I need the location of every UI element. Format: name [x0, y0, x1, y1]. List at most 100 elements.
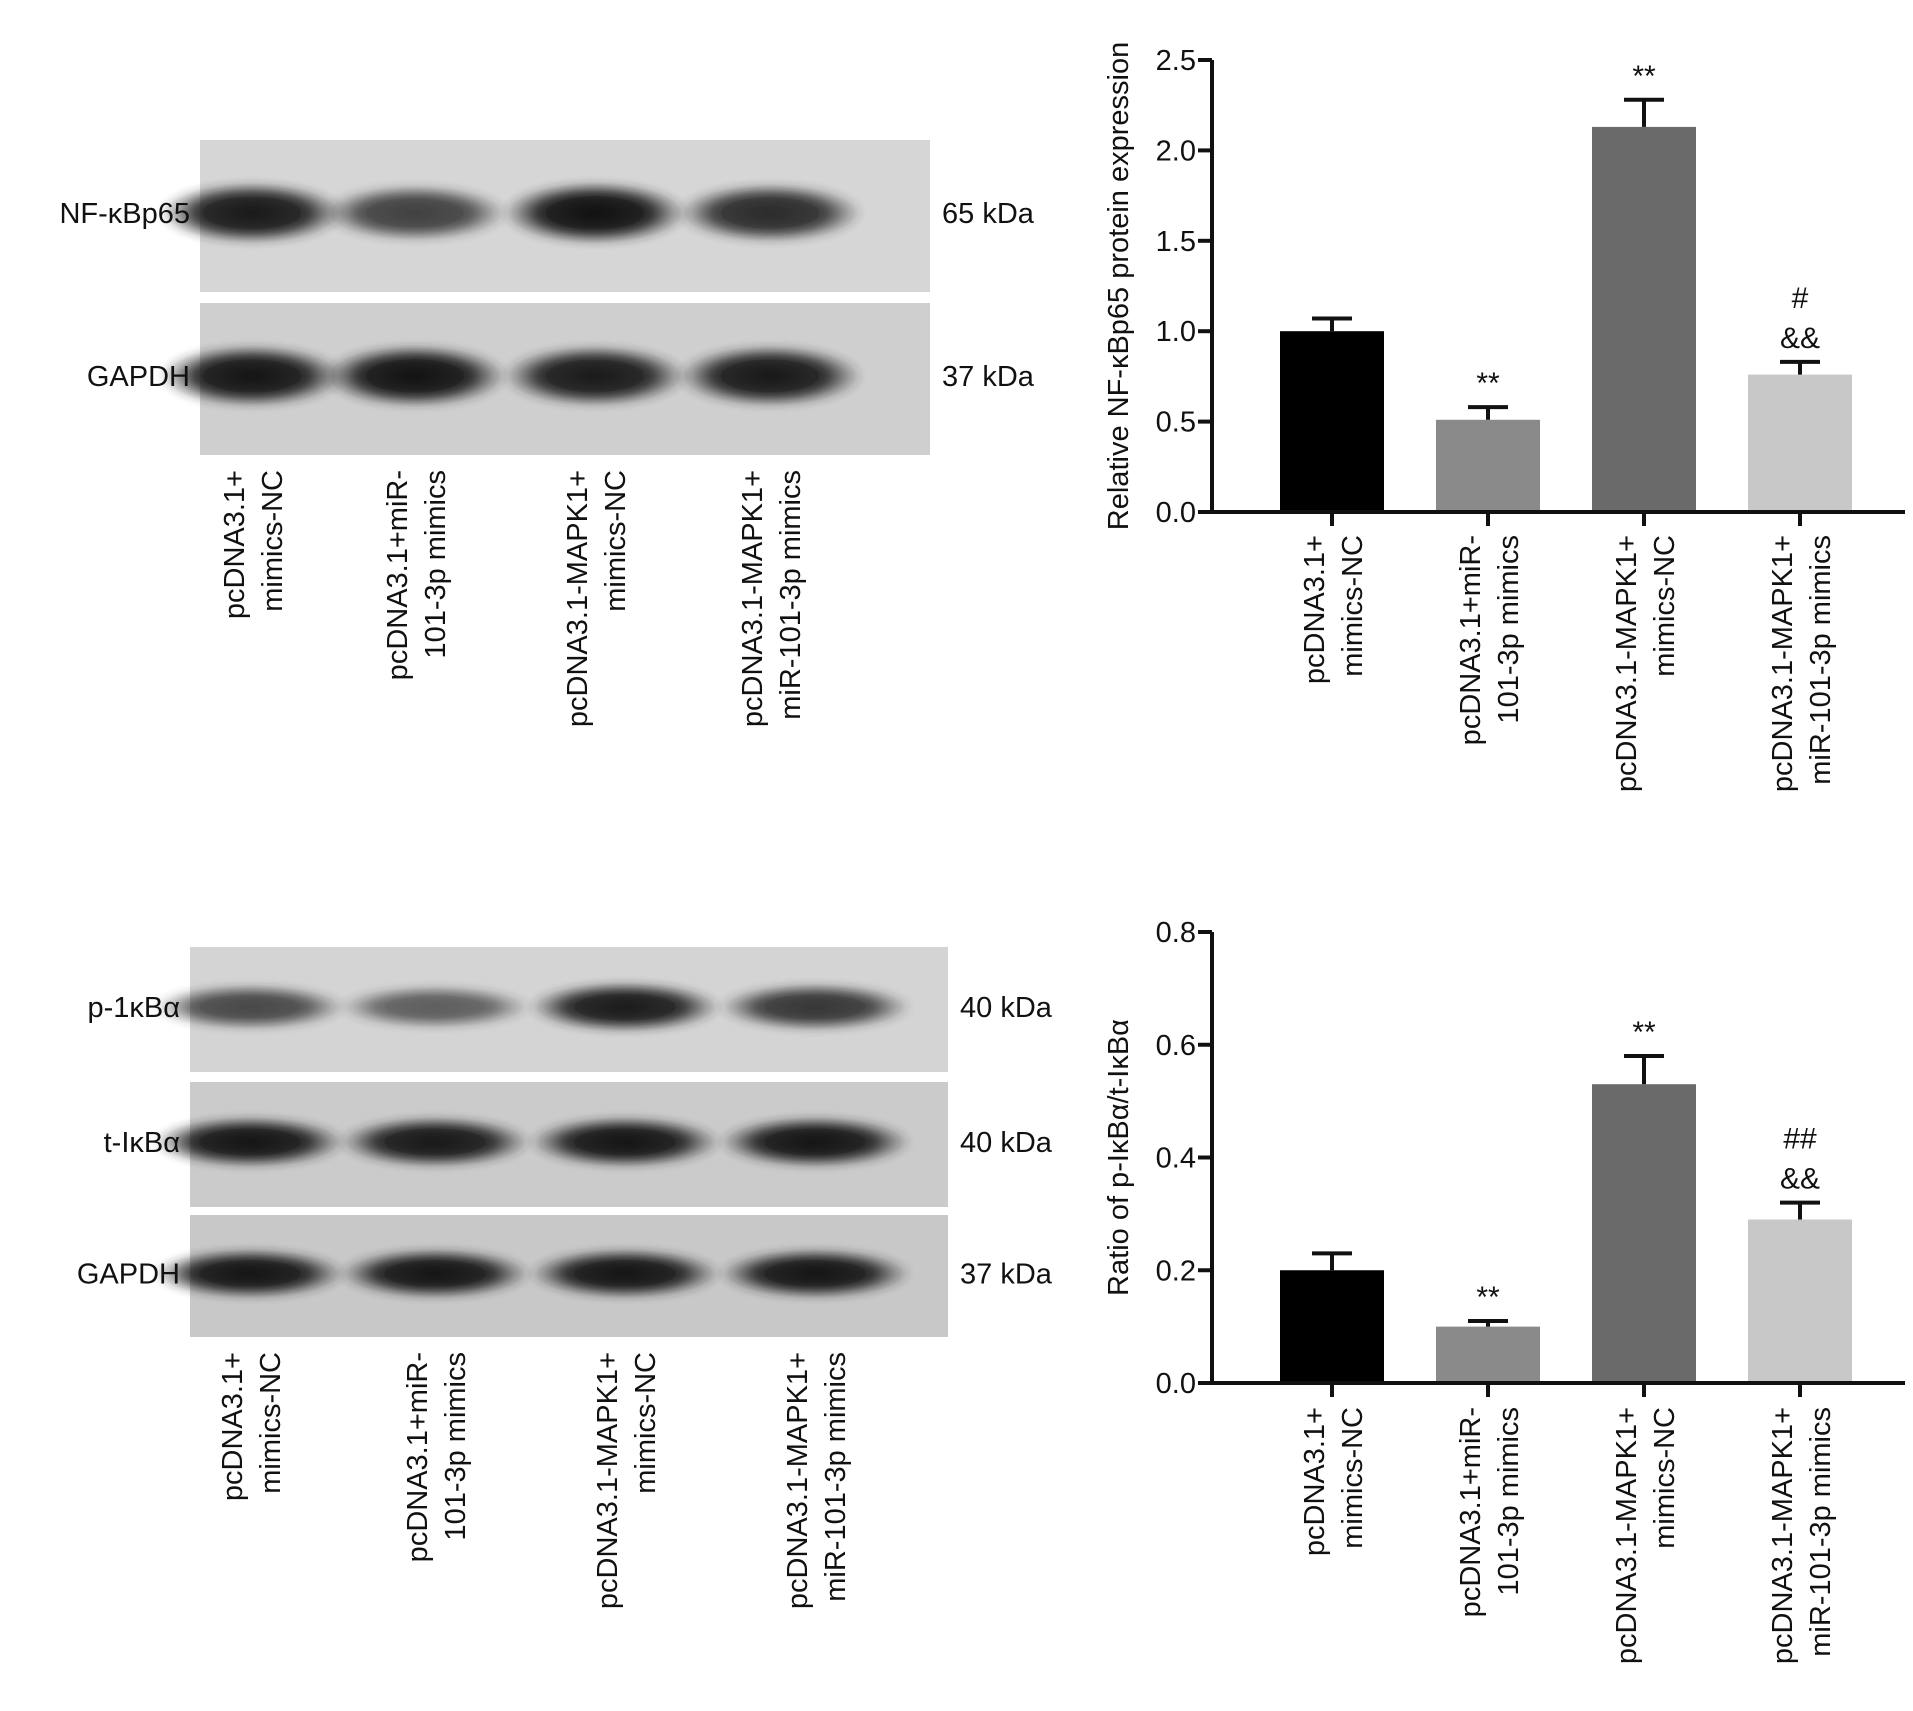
lane-label: mimics-NC	[255, 1352, 287, 1494]
bar	[1748, 374, 1852, 512]
blot-size-label: 37 kDa	[960, 1259, 1053, 1291]
lane-label: mimics-NC	[600, 470, 632, 612]
blot-band	[321, 344, 509, 408]
blot-row: t-IκBα 40 kDa	[104, 1082, 1053, 1207]
blot-band	[718, 1116, 912, 1168]
lane-label: pcDNA3.1+	[219, 470, 251, 619]
x-tick-label: pcDNA3.1+miR-	[1455, 1407, 1487, 1617]
x-tick-label: 101-3p mimics	[1493, 535, 1525, 724]
y-tick-label: 0.8	[1156, 917, 1196, 949]
lane-label: pcDNA3.1+miR-	[382, 470, 414, 680]
y-tick-label: 1.0	[1156, 316, 1196, 348]
blot-band	[676, 344, 864, 408]
lane-label: pcDNA3.1+	[217, 1352, 249, 1501]
blot-row-label: t-IκBα	[104, 1127, 180, 1159]
y-tick-label: 2.5	[1156, 45, 1196, 77]
lane-label: 101-3p mimics	[440, 1352, 472, 1541]
blot-size-label: 37 kDa	[942, 361, 1035, 393]
blot-band	[501, 181, 689, 245]
blot-band	[338, 985, 532, 1029]
y-tick-label: 1.5	[1156, 226, 1196, 258]
bar	[1592, 126, 1696, 513]
significance-mark: **	[1476, 1281, 1500, 1314]
lane-label: 101-3p mimics	[420, 470, 452, 659]
x-tick-label: pcDNA3.1+	[1299, 535, 1331, 684]
x-tick-label: pcDNA3.1-MAPK1+	[1611, 1407, 1643, 1664]
lane-label: mimics-NC	[257, 470, 289, 612]
x-tick-label: pcDNA3.1-MAPK1+	[1767, 535, 1799, 792]
lane-label: pcDNA3.1-MAPK1+	[592, 1352, 624, 1609]
significance-mark: ##	[1783, 1123, 1817, 1156]
blot-band	[158, 181, 346, 245]
bar	[1436, 419, 1540, 512]
blot-row: p-1κBα 40 kDa	[87, 947, 1053, 1072]
lane-label: pcDNA3.1+miR-	[402, 1352, 434, 1562]
x-tick-label: mimics-NC	[1337, 535, 1369, 677]
significance-mark: **	[1632, 60, 1656, 93]
bar	[1280, 1270, 1384, 1383]
blot-band	[338, 1116, 532, 1168]
western-blot-ikba: p-1κBα 40 kDa t-IκBα 40 kDa GAPDH 37 kDa pcDNA…	[77, 947, 1053, 1609]
x-tick-label: mimics-NC	[1337, 1407, 1369, 1549]
significance-mark: &&	[1780, 322, 1820, 355]
y-tick-label: 0.0	[1156, 497, 1196, 529]
y-tick-label: 2.0	[1156, 135, 1196, 167]
bar	[1436, 1326, 1540, 1383]
x-tick-label: pcDNA3.1-MAPK1+	[1767, 1407, 1799, 1664]
x-tick-label: 101-3p mimics	[1493, 1407, 1525, 1596]
x-tick-label: pcDNA3.1+	[1299, 1407, 1331, 1556]
bar	[1592, 1084, 1696, 1383]
lane-label: pcDNA3.1-MAPK1+	[737, 470, 769, 727]
blot-band	[338, 1248, 532, 1299]
blot-row: NF-κBp65 65 kDa	[59, 140, 1035, 292]
y-axis-label: Relative NF-κBp65 protein expression	[1103, 42, 1135, 530]
x-tick-label: pcDNA3.1+miR-	[1455, 535, 1487, 745]
significance-mark: &&	[1780, 1163, 1820, 1196]
blot-band	[501, 344, 689, 407]
y-tick-label: 0.6	[1156, 1030, 1196, 1062]
blot-row-label: GAPDH	[87, 361, 190, 393]
bar	[1280, 331, 1384, 512]
blot-band	[153, 984, 347, 1030]
y-tick-label: 0.2	[1156, 1255, 1196, 1287]
x-tick-label: miR-101-3p mimics	[1805, 535, 1837, 785]
blot-band	[528, 981, 722, 1033]
blot-row-label: NF-κBp65	[59, 198, 190, 230]
blot-band	[528, 1248, 722, 1299]
y-axis-label: Ratio of p-IκBα/t-IκBα	[1103, 1019, 1135, 1296]
blot-band	[676, 183, 864, 243]
blot-row-label: GAPDH	[77, 1259, 180, 1291]
x-tick-label: pcDNA3.1-MAPK1+	[1611, 535, 1643, 792]
lane-label: pcDNA3.1-MAPK1+	[782, 1352, 814, 1609]
blot-size-label: 65 kDa	[942, 198, 1035, 230]
blot-band	[528, 1116, 722, 1168]
x-tick-label: mimics-NC	[1649, 1407, 1681, 1549]
blot-size-label: 40 kDa	[960, 992, 1053, 1024]
blot-row: GAPDH 37 kDa	[77, 1215, 1053, 1337]
lane-label: pcDNA3.1-MAPK1+	[562, 470, 594, 727]
blot-band	[153, 1248, 347, 1299]
lane-label: mimics-NC	[630, 1352, 662, 1494]
blot-band	[718, 1248, 912, 1299]
x-tick-label: mimics-NC	[1649, 535, 1681, 677]
lane-label: miR-101-3p mimics	[775, 470, 807, 720]
blot-band	[321, 184, 509, 242]
blot-row-label: p-1κBα	[87, 992, 180, 1024]
blot-row: GAPDH 37 kDa	[87, 303, 1035, 455]
lane-label: miR-101-3p mimics	[820, 1352, 852, 1602]
significance-mark: **	[1632, 1016, 1656, 1049]
y-tick-label: 0.5	[1156, 407, 1196, 439]
blot-band	[153, 1116, 347, 1168]
blot-band	[718, 983, 912, 1031]
y-tick-label: 0.0	[1156, 1368, 1196, 1400]
blot-band	[158, 344, 346, 408]
y-tick-label: 0.4	[1156, 1143, 1196, 1175]
blot-size-label: 40 kDa	[960, 1127, 1053, 1159]
bar	[1748, 1219, 1852, 1383]
x-tick-label: miR-101-3p mimics	[1805, 1407, 1837, 1657]
significance-mark: **	[1476, 367, 1500, 400]
